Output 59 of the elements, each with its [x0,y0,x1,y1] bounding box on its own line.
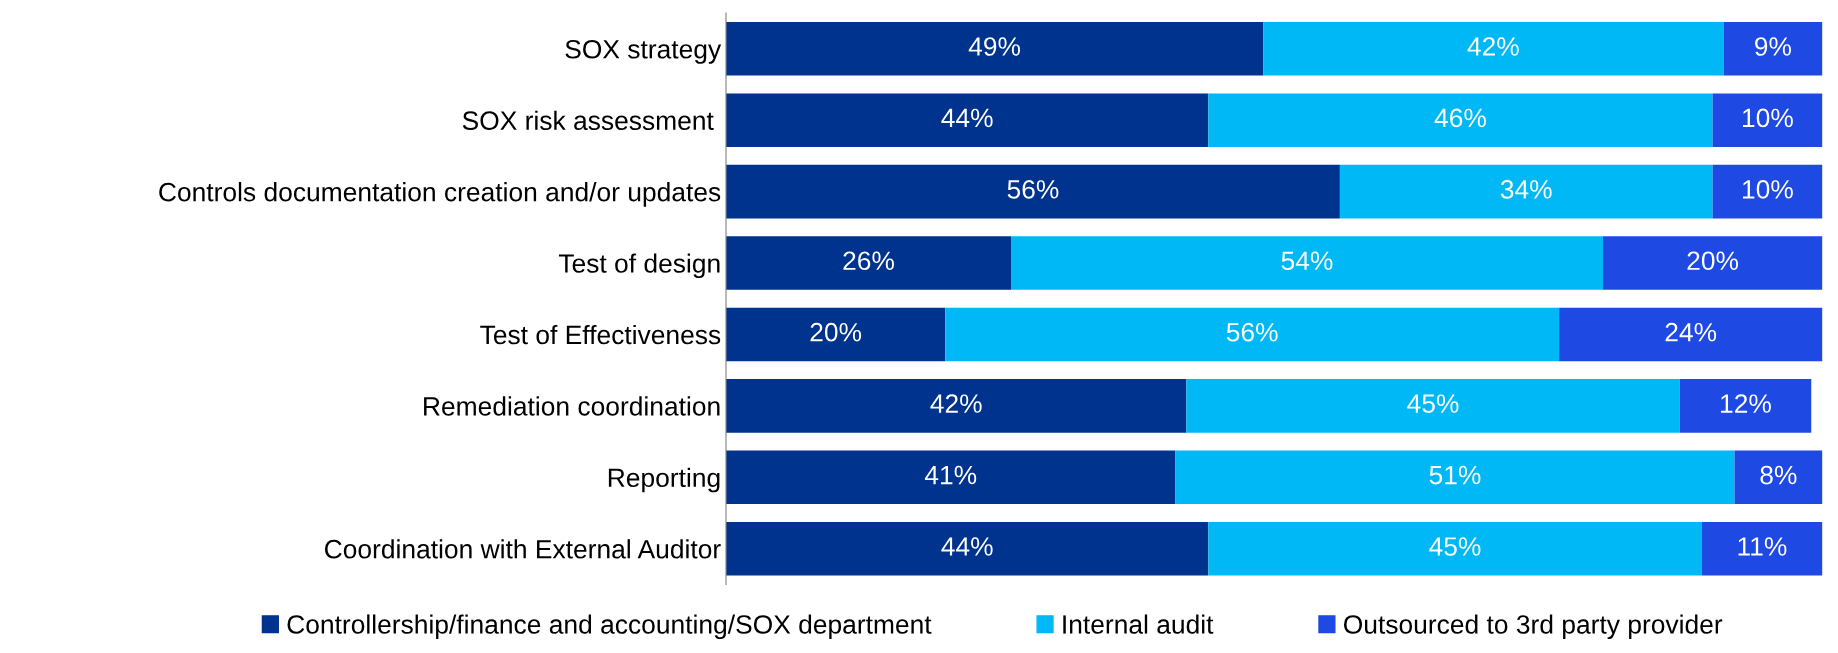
bar [726,93,1209,147]
y-tick-label: SOX strategy [565,39,722,64]
y-tick-label: Remediation coordination [424,396,720,416]
data-label: 10% [1742,180,1793,199]
y-tick-label: Reporting [608,467,720,493]
bar [1701,521,1823,576]
bar [1263,21,1724,76]
bar [1186,379,1680,433]
y-tick-label: Coordination with External Auditor [324,539,721,559]
data-label: 26% [843,251,894,271]
data-label: 45% [1407,394,1459,413]
y-tick-label: Controls documentation creation and/or updates [159,182,721,207]
data-label: 41% [924,465,977,485]
data-label: 9% [1755,37,1791,56]
bar [1208,93,1713,147]
bar [1679,379,1812,433]
legend-label: Outsourced to 3rd party provider [1344,614,1723,640]
y-tick-label: SOX risk assessment [462,110,714,131]
bar [1712,164,1823,219]
data-label: 10% [1742,108,1793,128]
legend-label: Controllership/finance and accounting/SOX department [287,614,932,640]
data-label: 45% [1429,537,1481,556]
data-label: 54% [1281,251,1333,271]
bar [1011,236,1603,290]
y-tick-label: Test of design [558,253,720,279]
bar [726,379,1187,433]
data-label: 24% [1665,322,1717,342]
data-label: 44% [941,108,993,128]
data-label: 8% [1760,465,1797,485]
data-label: 42% [930,394,982,413]
bar [726,307,946,362]
bar [726,521,1209,576]
bar [1712,93,1823,147]
bar [1339,164,1713,219]
data-label: 42% [1467,37,1519,56]
bar [726,21,1264,76]
bar [726,164,1340,219]
data-label: 46% [1434,108,1486,128]
bar [1175,450,1735,505]
data-label: 12% [1721,394,1771,413]
bar [726,450,1176,505]
legend-label: Internal audit [1063,614,1214,634]
data-label: 56% [1007,180,1059,199]
data-label: 51% [1429,465,1481,485]
data-label: 11% [1738,537,1787,556]
bar [1559,307,1823,362]
bar [1734,450,1823,505]
data-label: 49% [968,37,1021,56]
y-tick-label: Test of Effectiveness [480,324,721,345]
bar [1723,21,1823,76]
data-label: 20% [1687,251,1739,271]
bar [1602,236,1823,290]
data-label: 34% [1500,180,1552,199]
bar [945,307,1560,362]
bar [1208,521,1702,576]
data-label: 20% [810,322,862,342]
data-label: 44% [941,537,993,556]
data-label: 56% [1226,322,1278,342]
bar [726,236,1012,290]
